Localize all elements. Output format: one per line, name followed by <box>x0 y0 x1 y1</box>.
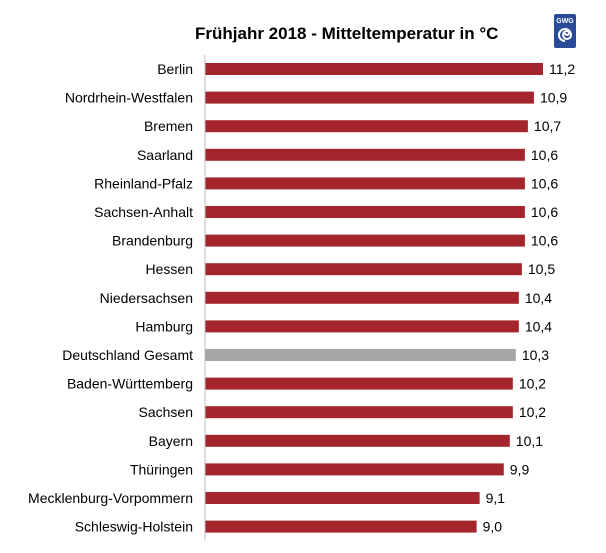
bar <box>205 206 525 218</box>
value-label: 10,6 <box>531 147 558 163</box>
value-label: 9,0 <box>483 519 503 535</box>
category-label: Deutschland Gesamt <box>62 347 193 363</box>
category-label: Nordrhein-Westfalen <box>65 90 193 106</box>
category-label: Rheinland-Pfalz <box>94 175 193 191</box>
category-label: Sachsen-Anhalt <box>94 204 193 220</box>
value-label: 10,1 <box>516 433 543 449</box>
bar <box>205 320 519 333</box>
value-label: 10,9 <box>540 90 567 106</box>
category-label: Thüringen <box>130 461 193 477</box>
bar <box>205 148 525 161</box>
bar <box>205 234 525 247</box>
category-label: Saarland <box>137 147 193 163</box>
category-label: Sachsen <box>139 404 193 420</box>
category-label: Mecklenburg-Vorpommern <box>28 490 193 506</box>
value-label: 10,2 <box>519 376 546 392</box>
category-label: Hessen <box>146 261 193 277</box>
bar <box>205 63 543 75</box>
bar <box>205 120 528 133</box>
gwg-logo-icon: GWG <box>554 14 576 48</box>
category-label: Berlin <box>157 61 193 77</box>
value-label: 10,6 <box>531 233 558 249</box>
category-label: Schleswig-Holstein <box>75 519 193 535</box>
category-label: Bayern <box>149 433 193 449</box>
bar <box>205 434 510 447</box>
logo-text: GWG <box>556 18 574 25</box>
value-label: 9,1 <box>486 490 506 506</box>
bar <box>205 406 513 419</box>
category-label: Bremen <box>144 118 193 134</box>
category-label: Niedersachsen <box>100 290 193 306</box>
bar <box>205 349 516 361</box>
bar <box>205 492 480 504</box>
bar <box>205 263 522 276</box>
value-label: 10,3 <box>522 347 549 363</box>
bar <box>205 91 534 104</box>
bar <box>205 177 525 190</box>
bar <box>205 291 519 304</box>
value-label: 10,4 <box>525 318 552 334</box>
bar <box>205 377 513 390</box>
category-label: Hamburg <box>135 318 193 334</box>
value-label: 11,2 <box>549 61 575 77</box>
logo-swirl-icon <box>558 28 573 42</box>
chart-title: Frühjahr 2018 - Mitteltemperatur in °C <box>195 24 499 43</box>
category-label: Baden-Württemberg <box>67 376 193 392</box>
category-label: Brandenburg <box>112 233 193 249</box>
value-label: 9,9 <box>510 461 530 477</box>
value-label: 10,5 <box>528 261 555 277</box>
value-label: 10,4 <box>525 290 552 306</box>
value-label: 10,6 <box>531 175 558 191</box>
value-label: 10,2 <box>519 404 546 420</box>
value-label: 10,7 <box>534 118 561 134</box>
value-label: 10,6 <box>531 204 558 220</box>
bar <box>205 520 477 533</box>
bar <box>205 463 504 476</box>
